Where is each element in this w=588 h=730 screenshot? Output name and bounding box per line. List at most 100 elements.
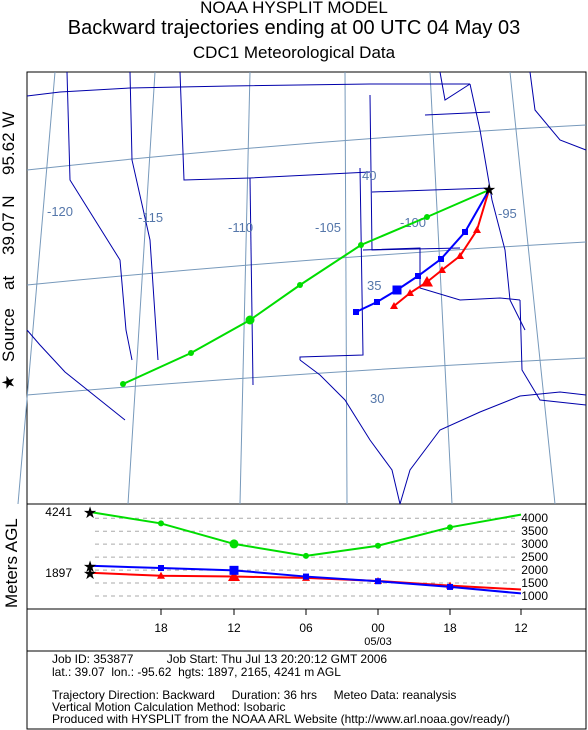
map-frame [26, 71, 587, 505]
time-tick-label: 00 [371, 621, 385, 635]
left-height-tick: 4241 [45, 505, 72, 519]
trajectory-point-square [462, 229, 468, 235]
minnesota-border [439, 71, 471, 101]
longitude-label: -110 [228, 220, 253, 235]
vertical-axis-label: Meters AGL [2, 518, 21, 608]
source-lon: 95.62 W [0, 112, 18, 175]
trajectory-point-circle [120, 381, 126, 387]
longitude-line-110 [239, 71, 251, 505]
footer-frame [26, 650, 587, 730]
utah-border [179, 71, 371, 181]
source-at-text: at [0, 276, 18, 290]
political-boundaries [26, 71, 587, 505]
northern-state-border [26, 83, 470, 97]
vertical-trajectories [89, 511, 522, 595]
date-label: 05/03 [364, 636, 392, 648]
trajectory-point-triangle [456, 252, 464, 259]
trajectory-point-circle [229, 539, 239, 549]
longitude-line-105 [344, 71, 348, 505]
kansas-nebraska-border [371, 187, 491, 193]
map-trajectories [120, 189, 490, 387]
footer-job-line: Job ID: 353877 Job Start: Thu Jul 13 20:… [52, 652, 388, 666]
great-lakes-border [529, 71, 587, 151]
trajectory-point-circle [158, 520, 164, 527]
latitude-label: 30 [370, 391, 384, 406]
source-star-icon: ★ [482, 182, 496, 199]
trajectory-point-square [447, 583, 453, 590]
chart-title: Backward trajectories ending at 00 UTC 0… [67, 17, 521, 39]
trajectory-point-triangle [157, 571, 165, 579]
trajectory-point-circle [245, 315, 255, 325]
start-height-star-icon: ★ [83, 566, 97, 583]
right-height-tick: 4000 [521, 511, 548, 525]
right-height-tick: 1500 [521, 576, 548, 590]
vertical-left-ticks: 4241 1897 [45, 505, 72, 580]
california-border [66, 71, 133, 361]
time-tick-label: 18 [443, 621, 457, 635]
meteo-data-title: CDC1 Meteorological Data [192, 43, 396, 62]
pacific-coastline [26, 329, 126, 421]
latitude-line-30 [26, 357, 587, 396]
trajectory-point-triangle [390, 302, 398, 309]
right-height-tick: 3000 [521, 537, 548, 551]
longitude-line-100 [429, 71, 453, 505]
footer-method-line: Vertical Motion Calculation Method: Isob… [52, 700, 286, 714]
map-trajectory-line [122, 189, 490, 385]
source-star-label-icon: ★ [0, 375, 18, 390]
source-text: Source [0, 308, 18, 362]
missouri-border [469, 83, 526, 331]
trajectory-point-circle [297, 282, 303, 288]
trajectory-point-triangle [421, 276, 433, 287]
oklahoma-border [362, 247, 521, 301]
latitude-label: 40 [362, 168, 376, 183]
trajectory-point-square [392, 285, 402, 295]
trajectory-point-triangle [406, 289, 414, 296]
trajectory-point-circle [188, 350, 194, 356]
start-height-star-icon: ★ [83, 505, 97, 522]
source-location-label: ★ Source at 39.07 N 95.62 W [0, 112, 18, 390]
latitude-line-35 [26, 241, 587, 286]
time-axis-ticks: 18 12 06 00 18 12 [154, 609, 528, 635]
trajectory-point-circle [358, 242, 364, 248]
time-tick-label: 18 [154, 621, 168, 635]
trajectory-point-triangle [438, 266, 446, 273]
texas-mexico-border [299, 359, 401, 505]
meters-agl-label: Meters AGL [2, 518, 21, 608]
latitude-line-40 [26, 124, 587, 171]
right-height-tick: 3500 [521, 524, 548, 538]
right-height-tick: 1000 [521, 589, 548, 603]
trajectory-point-square [303, 573, 309, 580]
latitude-label: 35 [367, 278, 381, 293]
longitude-line-95 [509, 71, 556, 505]
louisiana-border [519, 299, 587, 406]
trajectory-point-circle [447, 524, 453, 531]
trajectory-point-square [374, 299, 380, 305]
source-lat: 39.07 N [0, 195, 18, 255]
time-tick-label: 06 [299, 621, 313, 635]
trajectory-point-circle [375, 542, 381, 549]
footer-produced-line: Produced with HYSPLIT from the NOAA ARL … [52, 712, 510, 726]
longitude-line-115 [127, 71, 156, 505]
south-dakota-border [424, 111, 491, 116]
trajectory-point-circle [303, 552, 309, 559]
right-height-tick: 2500 [521, 550, 548, 564]
trajectory-point-square [158, 565, 164, 572]
longitude-line-120 [17, 71, 56, 505]
vertical-start-stars: ★★★ [83, 505, 97, 583]
time-tick-label: 12 [227, 621, 241, 635]
longitude-label: -105 [315, 220, 341, 235]
footer-location-line: lat.: 39.07 lon.: -95.62 hgts: 1897, 216… [52, 665, 341, 679]
arizona-newmexico-border [249, 177, 254, 386]
footer-direction-line: Trajectory Direction: Backward Duration:… [52, 688, 457, 702]
gulf-coastline [399, 391, 587, 505]
longitude-label: -115 [138, 210, 163, 225]
left-height-tick: 1897 [45, 566, 72, 580]
map-trajectory-line [355, 189, 490, 313]
longitude-label: -120 [47, 204, 73, 219]
trajectory-point-square [415, 273, 421, 279]
trajectory-point-square [229, 565, 239, 575]
newmexico-texas-border [299, 167, 364, 360]
trajectory-point-circle [424, 214, 430, 220]
